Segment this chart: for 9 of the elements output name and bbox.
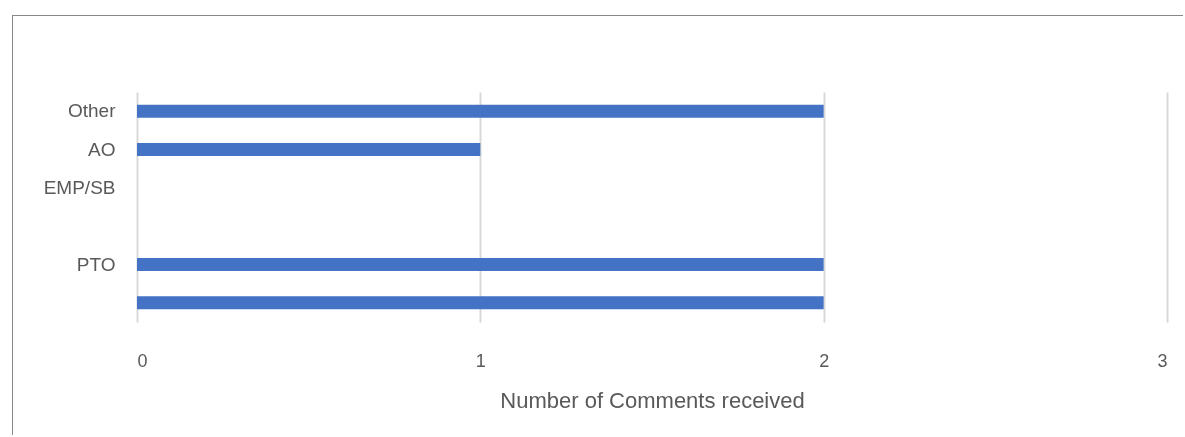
x-tick-label: 2 <box>819 350 830 371</box>
y-tick-label: PTO <box>76 253 116 275</box>
x-axis-title: Number of Comments received <box>500 387 805 413</box>
x-tick-label: 3 <box>1157 350 1168 371</box>
x-tick-label: 1 <box>475 350 486 371</box>
y-tick-label: Other <box>67 100 117 122</box>
y-tick-label: AO <box>88 138 116 160</box>
x-tick-label: 0 <box>137 350 148 371</box>
y-tick-label: EMP/SB <box>43 176 116 198</box>
